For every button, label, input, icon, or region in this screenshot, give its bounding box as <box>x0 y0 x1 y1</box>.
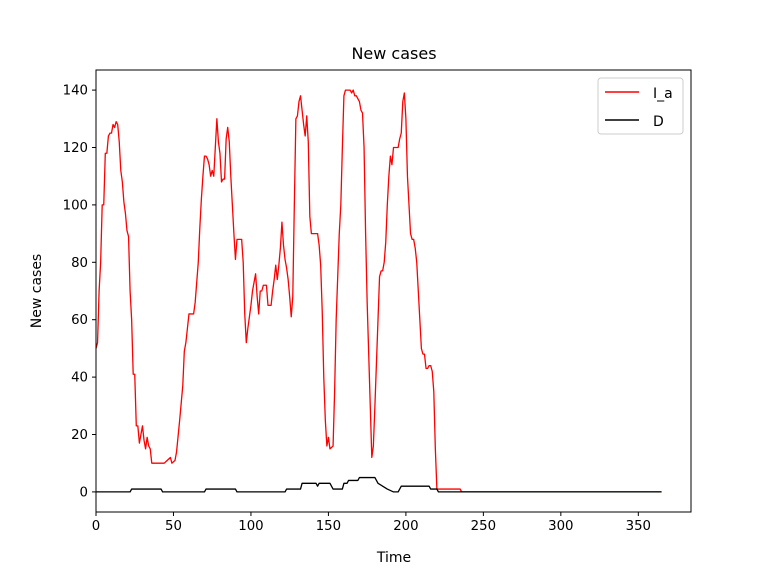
y-tick-label: 80 <box>71 256 88 271</box>
x-tick-label: 300 <box>548 519 573 534</box>
series-line-d <box>96 476 662 493</box>
y-tick-label: 40 <box>71 371 88 386</box>
plot-area <box>95 69 692 513</box>
chart-title: New cases <box>351 44 436 63</box>
x-tick-label: 0 <box>92 519 100 534</box>
y-tick-label: 20 <box>71 428 88 443</box>
y-tick-label: 60 <box>71 313 88 328</box>
legend-label-i-a: I_a <box>653 86 673 102</box>
x-axis-title: Time <box>376 550 411 566</box>
x-tick-label: 250 <box>471 519 496 534</box>
x-tick-label: 200 <box>393 519 418 534</box>
x-tick-label: 100 <box>238 519 263 534</box>
series-line-i-a <box>95 89 662 493</box>
y-tick-label: 100 <box>63 198 88 213</box>
legend-label-d: D <box>653 114 664 130</box>
axes-frame <box>95 69 692 513</box>
x-tick-label: 150 <box>316 519 341 534</box>
x-tick-label: 50 <box>165 519 182 534</box>
legend: I_a D <box>597 77 684 135</box>
y-tick-label: 120 <box>63 141 88 156</box>
y-axis: 0 20 40 60 80 100 120 140 <box>63 84 96 500</box>
x-axis: 0 50 100 150 200 250 300 350 <box>92 512 651 534</box>
y-tick-label: 140 <box>63 84 88 99</box>
y-axis-title: New cases <box>29 254 45 328</box>
y-tick-label: 0 <box>80 485 88 500</box>
x-tick-label: 350 <box>626 519 651 534</box>
series-layer <box>95 89 662 493</box>
